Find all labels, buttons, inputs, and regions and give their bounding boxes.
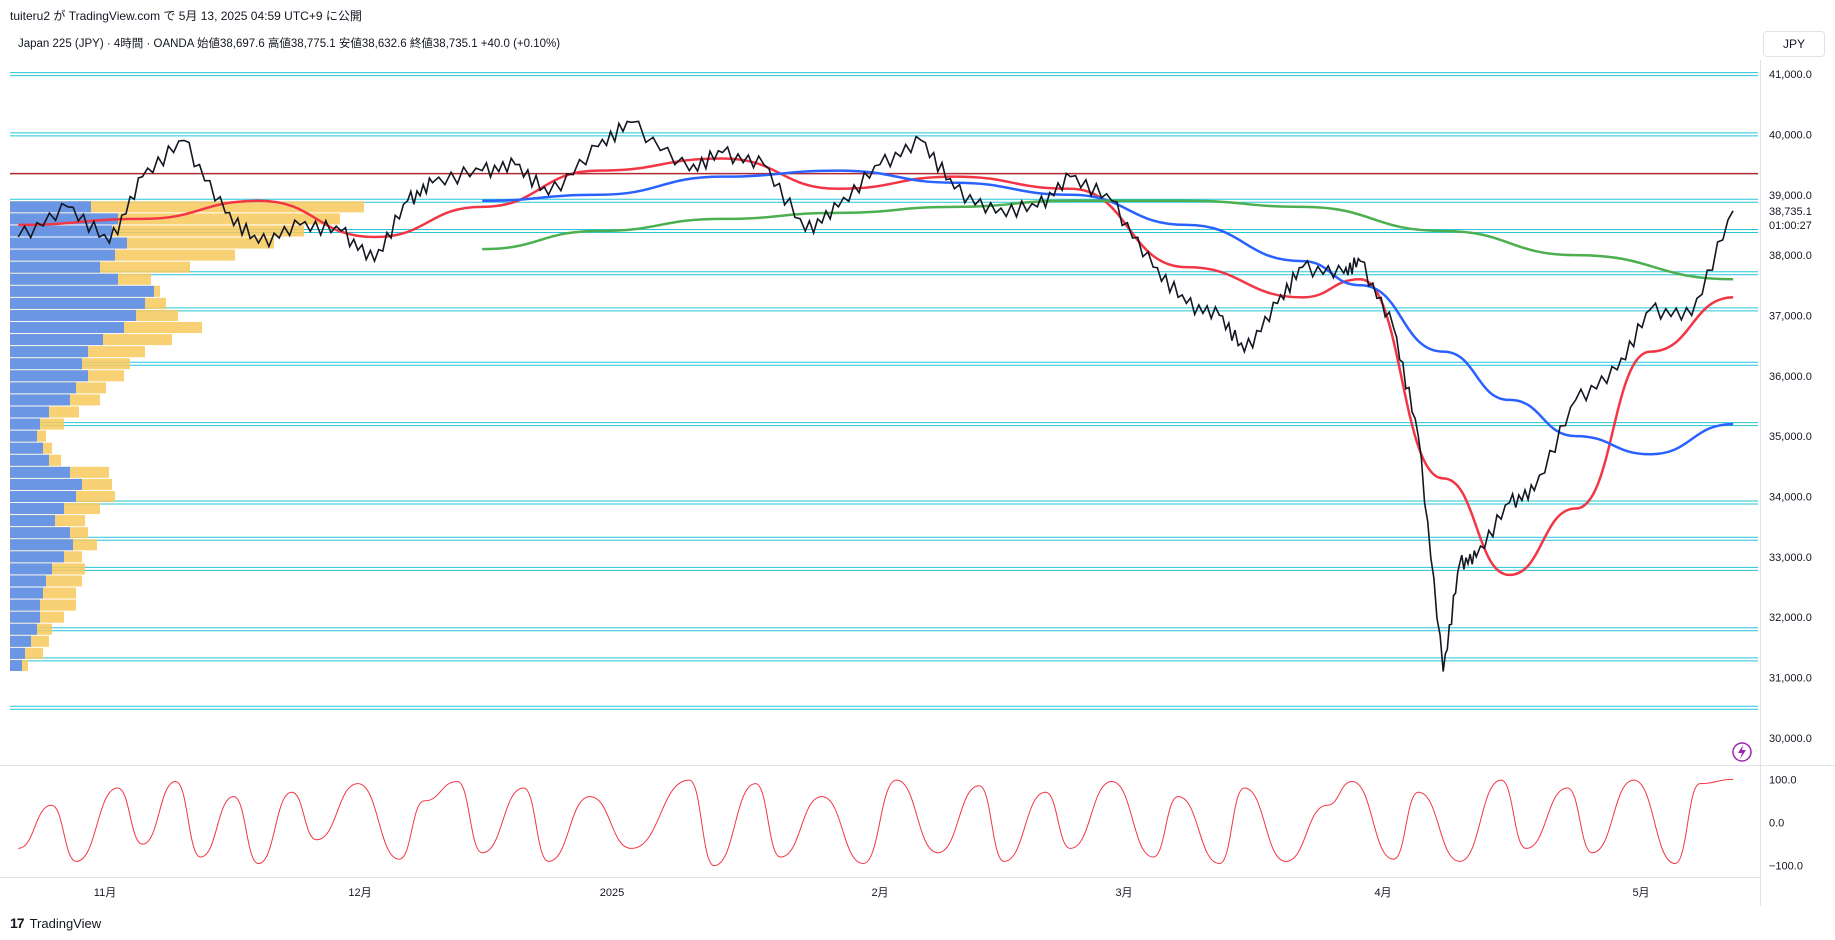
vp-down-bar — [10, 599, 76, 611]
vp-up-bar — [10, 285, 154, 297]
moving-averages — [18, 157, 1734, 577]
vp-up-bar — [10, 442, 43, 454]
time-tick-label: 2月 — [871, 887, 888, 899]
vp-up-bar — [10, 490, 76, 503]
vp-up-bar — [10, 406, 49, 418]
footer-brand[interactable]: 17 TradingView — [10, 915, 101, 931]
price-tick-label: 35,000.0 — [1769, 431, 1812, 443]
time-tick-label: 11月 — [94, 887, 116, 899]
currency-selector[interactable]: JPY — [1763, 31, 1825, 57]
vp-up-bar — [10, 237, 127, 249]
last-price-label: 38,735.1 01:00:27 — [1769, 206, 1812, 232]
price-line — [17, 120, 1734, 672]
oscillator-tick-label: −100.0 — [1769, 861, 1803, 873]
price-tick-label: 38,000.0 — [1769, 250, 1812, 262]
price-axis: 30,000.0 31,000.0 32,000.0 33,000.0 34,000.0… — [1769, 69, 1812, 745]
vp-up-bar — [10, 249, 115, 261]
vp-up-bar — [10, 201, 91, 213]
price-tick-label: 36,000.0 — [1769, 371, 1812, 383]
vp-up-bar — [10, 539, 73, 551]
price-tick-label: 41,000.0 — [1769, 69, 1812, 81]
price-tick-label: 30,000.0 — [1769, 733, 1812, 745]
tradingview-logo: 17 — [10, 915, 25, 931]
time-tick-label: 4月 — [1374, 887, 1391, 899]
vp-down-bar — [10, 249, 235, 261]
symbol-info-line[interactable]: Japan 225 (JPY) · 4時間 · OANDA 始値38,697.6… — [18, 38, 561, 50]
time-tick-label: 5月 — [1632, 887, 1649, 899]
price-tick-label: 32,000.0 — [1769, 612, 1812, 624]
last-price-value: 38,735.1 — [1769, 206, 1812, 218]
vp-up-bar — [10, 635, 31, 647]
panel-separator — [0, 765, 1835, 766]
vp-up-bar — [10, 334, 103, 346]
vp-down-bar — [10, 225, 304, 237]
price-axis-border — [1760, 60, 1761, 906]
vp-up-bar — [10, 587, 43, 599]
vp-up-bar — [10, 321, 124, 334]
oscillator-tick-label: 0.0 — [1769, 818, 1784, 830]
vp-up-bar — [10, 430, 37, 442]
price-tick-label: 33,000.0 — [1769, 552, 1812, 564]
vp-down-bar — [10, 237, 274, 249]
vp-up-bar — [10, 225, 112, 237]
vp-up-bar — [10, 346, 88, 358]
vp-up-bar — [10, 478, 82, 490]
alert-lightning-icon[interactable] — [1732, 742, 1752, 762]
vp-up-bar — [10, 623, 37, 635]
vp-up-bar — [10, 358, 82, 370]
vp-up-bar — [10, 273, 118, 285]
time-tick-label: 2025 — [600, 887, 624, 899]
vp-up-bar — [10, 382, 76, 394]
vp-up-bar — [10, 527, 70, 539]
volume-profile — [10, 201, 364, 671]
moving-average-line-3 — [482, 199, 1734, 281]
last-price-countdown: 01:00:27 — [1769, 220, 1812, 232]
vp-down-bar — [10, 647, 43, 659]
publish-header: tuiteru2 が TradingView.com で 5月 13, 2025… — [10, 9, 362, 23]
horizontal-levels — [10, 72, 1758, 710]
oscillator-tick-label: 100.0 — [1769, 774, 1797, 786]
vp-up-bar — [10, 454, 49, 466]
vp-up-bar — [10, 575, 46, 587]
vp-up-bar — [10, 503, 64, 515]
oscillator-panel: 100.0 0.0 −100.0 — [18, 774, 1803, 873]
price-tick-label: 39,000.0 — [1769, 190, 1812, 202]
vp-up-bar — [10, 515, 55, 527]
vp-up-bar — [10, 394, 70, 406]
time-tick-label: 12月 — [348, 887, 371, 899]
vp-up-bar — [10, 418, 40, 430]
vp-up-bar — [10, 309, 136, 321]
price-tick-label: 40,000.0 — [1769, 129, 1812, 141]
price-tick-label: 37,000.0 — [1769, 310, 1812, 322]
vp-up-bar — [10, 647, 25, 659]
vp-up-bar — [10, 466, 70, 478]
vp-up-bar — [10, 297, 145, 309]
time-axis: 11月 12月 2025 2月 3月 4月 5月 — [94, 887, 1650, 899]
vp-up-bar — [10, 370, 88, 382]
price-tick-label: 31,000.0 — [1769, 673, 1812, 685]
vp-up-bar — [10, 599, 40, 611]
vp-up-bar — [10, 551, 64, 563]
brand-name: TradingView — [29, 915, 102, 931]
vp-up-bar — [10, 659, 22, 671]
vp-up-bar — [10, 213, 118, 225]
time-axis-border — [0, 877, 1760, 878]
price-tick-label: 34,000.0 — [1769, 491, 1812, 503]
oscillator-line — [18, 778, 1734, 867]
time-tick-label: 3月 — [1115, 887, 1132, 899]
vp-down-bar — [10, 213, 340, 225]
price-series — [17, 120, 1734, 672]
vp-up-bar — [10, 261, 100, 273]
vp-up-bar — [10, 563, 52, 575]
moving-average-line-1 — [18, 157, 1734, 577]
vp-down-bar — [10, 201, 364, 213]
moving-average-line-2 — [482, 169, 1734, 456]
vp-up-bar — [10, 611, 40, 623]
